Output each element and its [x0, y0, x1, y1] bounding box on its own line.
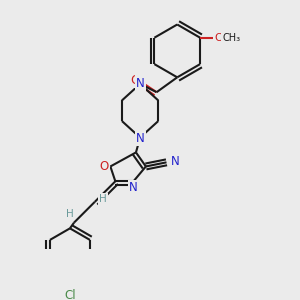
Text: H: H [66, 209, 74, 219]
Text: N: N [170, 155, 179, 168]
Text: CH₃: CH₃ [222, 33, 241, 43]
Text: N: N [136, 132, 145, 145]
Text: N: N [136, 76, 145, 90]
Text: O: O [130, 74, 140, 87]
Text: O: O [214, 33, 223, 43]
Text: Cl: Cl [64, 289, 76, 300]
Text: N: N [129, 182, 138, 194]
Text: H: H [99, 194, 107, 205]
Text: O: O [99, 160, 108, 173]
